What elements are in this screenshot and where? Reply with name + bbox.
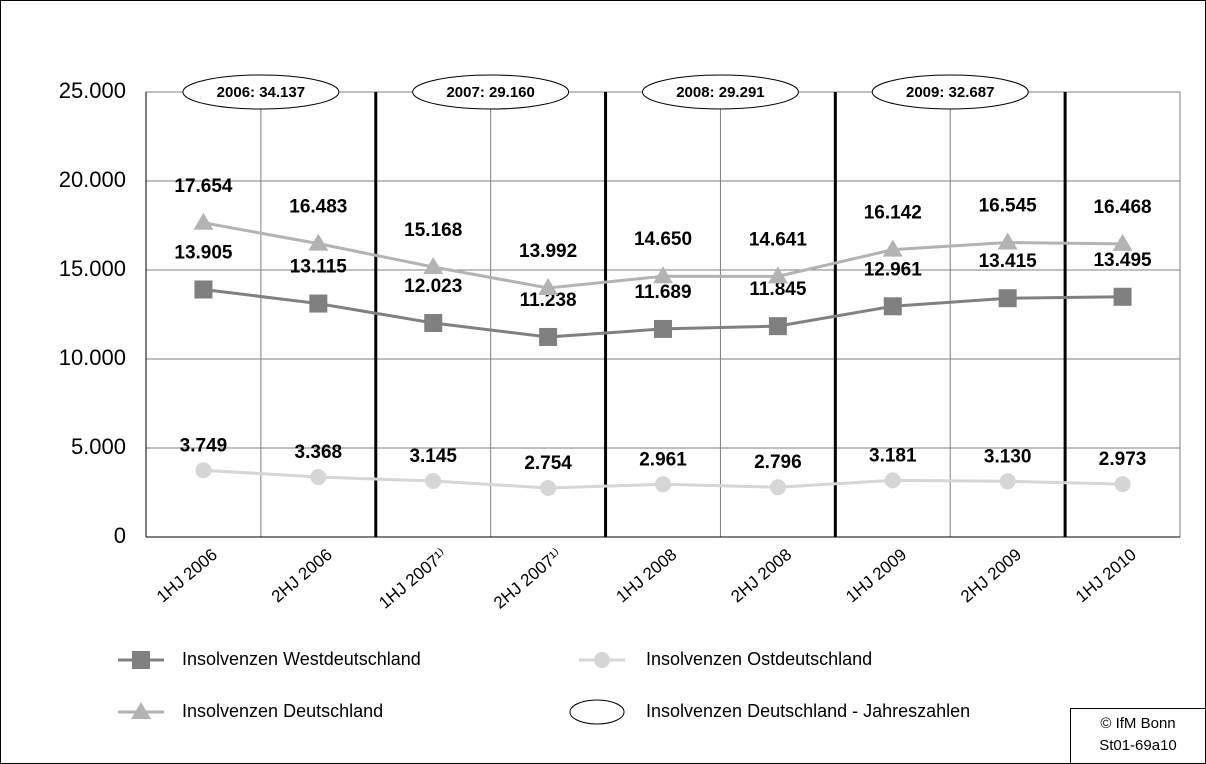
marker bbox=[132, 651, 150, 669]
data-label: 3.749 bbox=[180, 435, 228, 456]
year-total-label: 2006: 34.137 bbox=[217, 84, 305, 101]
data-label: 16.142 bbox=[864, 203, 922, 224]
marker bbox=[653, 266, 673, 284]
data-label: 16.483 bbox=[289, 197, 347, 218]
marker bbox=[654, 319, 672, 338]
data-label: 12.023 bbox=[404, 276, 462, 297]
marker bbox=[768, 317, 787, 336]
marker bbox=[131, 702, 151, 719]
source-text: St01-69a10 bbox=[1099, 737, 1177, 754]
marker bbox=[309, 294, 328, 313]
marker bbox=[310, 469, 327, 486]
y-tick-label: 25.000 bbox=[59, 78, 126, 103]
marker bbox=[193, 212, 214, 230]
marker bbox=[998, 289, 1017, 308]
marker bbox=[195, 462, 212, 479]
data-label: 13.415 bbox=[979, 251, 1038, 272]
marker bbox=[999, 473, 1016, 490]
data-label: 13.495 bbox=[1093, 250, 1152, 271]
marker bbox=[769, 479, 786, 496]
marker bbox=[538, 277, 559, 295]
marker bbox=[1113, 287, 1132, 306]
data-label: 14.641 bbox=[749, 229, 808, 250]
legend-label: Insolvenzen Deutschland bbox=[182, 701, 383, 721]
marker bbox=[884, 472, 901, 489]
data-label: 12.961 bbox=[864, 259, 923, 280]
data-label: 11.689 bbox=[634, 282, 691, 303]
y-tick-label: 10.000 bbox=[59, 345, 126, 370]
marker bbox=[540, 479, 557, 496]
y-tick-label: 15.000 bbox=[59, 256, 126, 281]
year-total-oval bbox=[871, 74, 1029, 110]
marker bbox=[997, 232, 1018, 250]
marker bbox=[425, 473, 442, 490]
marker bbox=[424, 313, 443, 332]
marker bbox=[883, 297, 902, 316]
data-label: 3.145 bbox=[409, 446, 457, 467]
year-total-oval bbox=[641, 74, 799, 110]
data-label: 2.754 bbox=[524, 453, 572, 474]
data-label: 3.130 bbox=[984, 446, 1032, 467]
data-label: 15.168 bbox=[404, 220, 462, 241]
year-total-label: 2009: 32.687 bbox=[906, 84, 994, 101]
year-total-oval bbox=[182, 74, 340, 110]
marker bbox=[423, 257, 444, 275]
data-label: 13.905 bbox=[174, 243, 233, 264]
marker bbox=[1112, 233, 1133, 251]
year-total-label: 2007: 29.160 bbox=[446, 84, 534, 101]
data-label: 16.545 bbox=[979, 196, 1038, 217]
y-tick-label: 5.000 bbox=[71, 434, 126, 459]
legend-oval bbox=[569, 699, 625, 725]
marker bbox=[655, 476, 671, 493]
legend-label: Insolvenzen Westdeutschland bbox=[182, 649, 421, 669]
data-label: 3.368 bbox=[295, 442, 343, 463]
data-label: 2.973 bbox=[1099, 449, 1147, 470]
marker bbox=[308, 233, 329, 251]
marker bbox=[882, 239, 903, 257]
year-total-label: 2008: 29.291 bbox=[676, 84, 764, 101]
data-label: 13.992 bbox=[519, 241, 577, 262]
y-tick-label: 20.000 bbox=[59, 167, 126, 192]
data-label: 16.468 bbox=[1093, 197, 1151, 218]
data-label: 11.238 bbox=[520, 290, 577, 311]
source-box bbox=[1070, 708, 1206, 764]
marker bbox=[594, 652, 610, 668]
data-label: 2.796 bbox=[754, 452, 802, 473]
legend-label: Insolvenzen Ostdeutschland bbox=[646, 649, 872, 669]
marker bbox=[539, 327, 558, 346]
year-total-oval bbox=[412, 74, 570, 110]
source-text: © IfM Bonn bbox=[1100, 715, 1175, 732]
data-label: 14.650 bbox=[634, 229, 692, 250]
marker bbox=[767, 266, 788, 284]
marker bbox=[1114, 476, 1131, 493]
data-label: 3.181 bbox=[869, 445, 917, 466]
y-tick-label: 0 bbox=[114, 523, 126, 548]
data-label: 2.961 bbox=[639, 449, 687, 470]
data-label: 13.115 bbox=[290, 257, 347, 278]
data-label: 11.845 bbox=[749, 279, 806, 300]
data-label: 17.654 bbox=[174, 176, 233, 197]
marker bbox=[194, 280, 213, 299]
legend-label: Insolvenzen Deutschland - Jahreszahlen bbox=[646, 701, 970, 721]
